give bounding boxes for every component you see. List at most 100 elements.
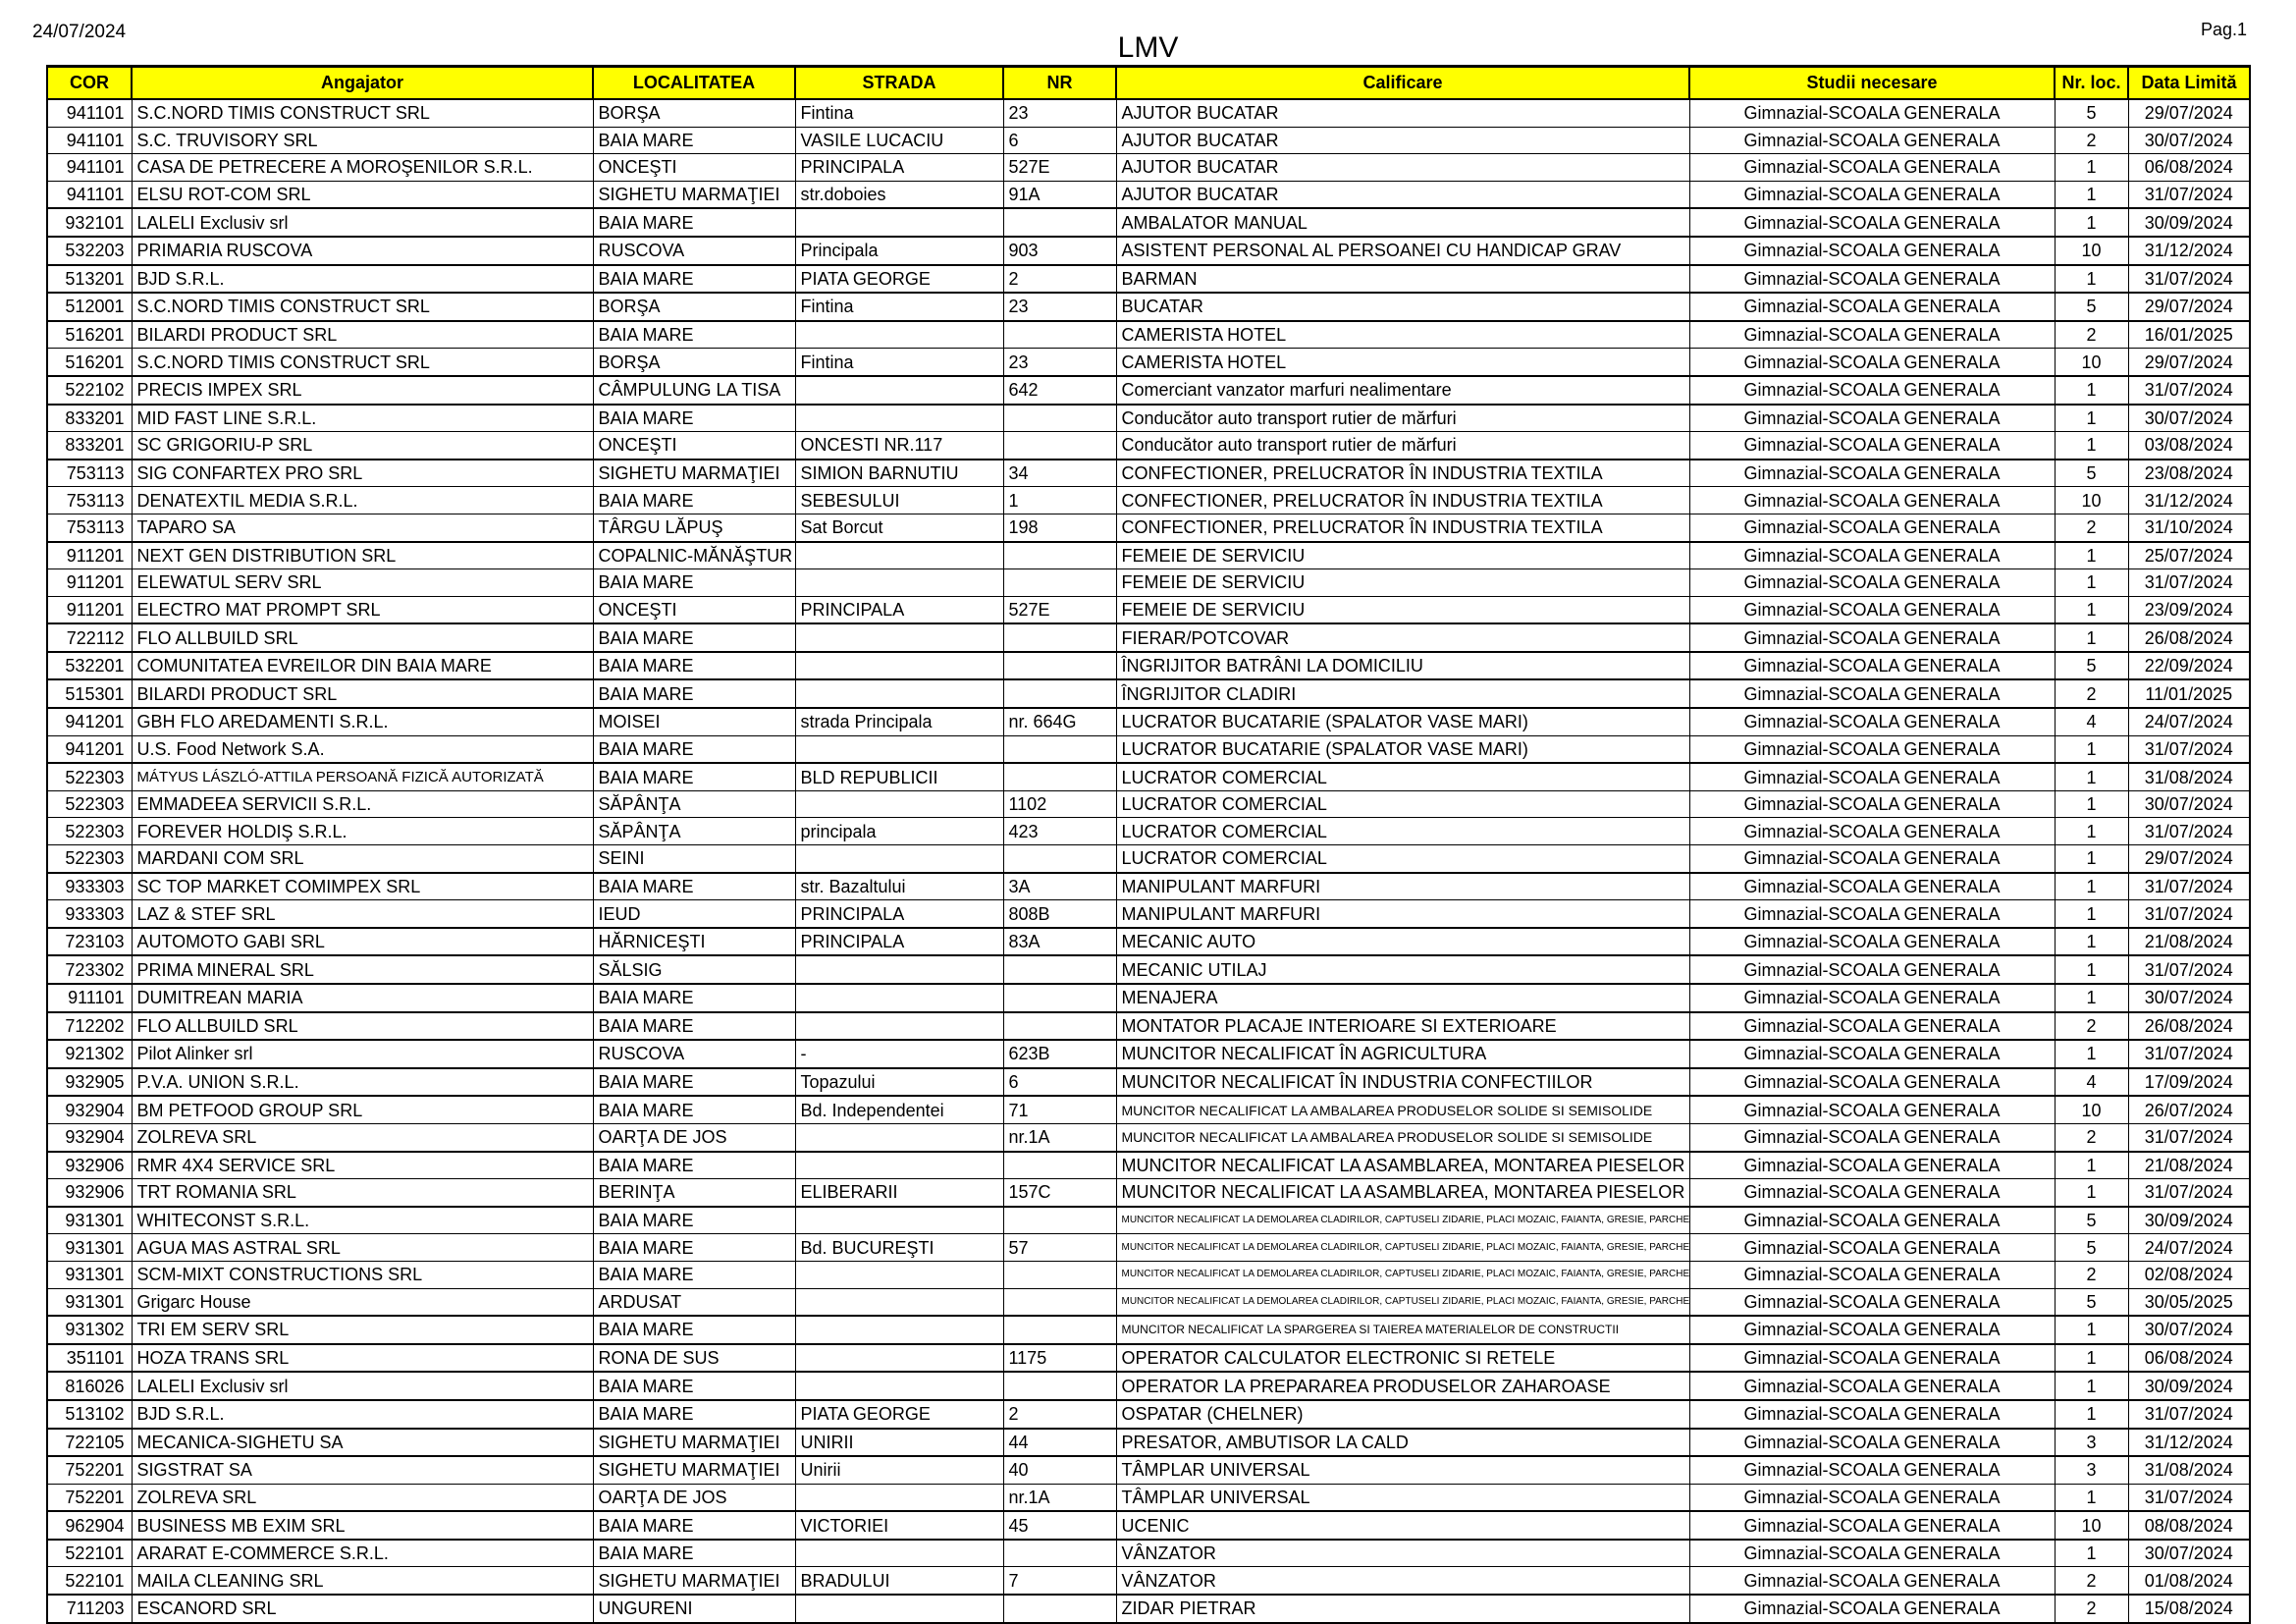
cell-calificare: MUNCITOR NECALIFICAT ÎN AGRICULTURA	[1115, 1040, 1690, 1069]
cell-studii_necesare: Gimnazial-SCOALA GENERALA	[1688, 1484, 2056, 1513]
cell-calificare: MANIPULANT MARFURI	[1115, 872, 1690, 901]
cell-data_limita: 31/07/2024	[2127, 1399, 2251, 1430]
table-row: 513201 BJD S.R.L. BAIA MARE PIATA GEORGE 2 BA…	[46, 264, 2251, 295]
cell-localitatea: BAIA MARE	[592, 568, 796, 597]
cell-nr	[1002, 679, 1117, 710]
cell-nr: 2	[1002, 264, 1117, 295]
cell-nr_loc: 5	[2054, 1206, 2129, 1235]
cell-angajator: CASA DE PETRECERE A MOROŞENILOR S.R.L.	[131, 153, 594, 182]
cell-strada: BLD REPUBLICII	[794, 763, 1004, 791]
table-row: 753113 TAPARO SA TÂRGU LĂPUŞ Sat Borcut 198 C…	[46, 514, 2251, 543]
cell-angajator: BJD S.R.L.	[131, 264, 594, 295]
cell-angajator: ZOLREVA SRL	[131, 1123, 594, 1153]
cell-nr: nr.1A	[1002, 1484, 1117, 1513]
cell-studii_necesare: Gimnazial-SCOALA GENERALA	[1688, 1566, 2056, 1597]
cell-angajator: Pilot Alinker srl	[131, 1040, 594, 1069]
cell-calificare: MUNCITOR NECALIFICAT LA DEMOLAREA CLADIR…	[1115, 1288, 1690, 1318]
cell-nr: nr.1A	[1002, 1123, 1117, 1153]
cell-calificare: AJUTOR BUCATAR	[1115, 153, 1690, 182]
cell-strada	[794, 1316, 1004, 1345]
cell-studii_necesare: Gimnazial-SCOALA GENERALA	[1688, 348, 2056, 377]
cell-data_limita: 31/12/2024	[2127, 1428, 2251, 1458]
cell-calificare: MUNCITOR NECALIFICAT LA ASAMBLAREA, MONT…	[1115, 1178, 1690, 1208]
table-row: 931301 Grigarc House ARDUSAT MUNCITOR NECAL…	[46, 1288, 2251, 1318]
cell-calificare: AJUTOR BUCATAR	[1115, 127, 1690, 155]
cell-cor: 941101	[46, 99, 133, 128]
cell-calificare: FEMEIE DE SERVICIU	[1115, 596, 1690, 625]
cell-strada: VICTORIEI	[794, 1511, 1004, 1541]
cell-nr	[1002, 1151, 1117, 1180]
cell-nr_loc: 2	[2054, 514, 2129, 543]
cell-localitatea: SEINI	[592, 844, 796, 874]
cell-cor: 933303	[46, 899, 133, 929]
cell-strada: Bd. Independentei	[794, 1096, 1004, 1124]
cell-studii_necesare: Gimnazial-SCOALA GENERALA	[1688, 1261, 2056, 1289]
cell-studii_necesare: Gimnazial-SCOALA GENERALA	[1688, 1206, 2056, 1235]
column-header-studii_necesare: Studii necesare	[1688, 65, 2056, 100]
cell-angajator: ARARAT E-COMMERCE S.R.L.	[131, 1539, 594, 1568]
cell-calificare: BARMAN	[1115, 264, 1690, 295]
cell-calificare: CONFECTIONER, PRELUCRATOR ÎN INDUSTRIA T…	[1115, 514, 1690, 543]
cell-strada	[794, 1288, 1004, 1318]
cell-data_limita: 30/09/2024	[2127, 208, 2251, 238]
cell-cor: 931301	[46, 1261, 133, 1289]
cell-nr: 423	[1002, 817, 1117, 846]
cell-nr_loc: 1	[2054, 208, 2129, 238]
cell-nr	[1002, 1316, 1117, 1345]
cell-cor: 522102	[46, 375, 133, 406]
table-row: 931301 SCM-MIXT CONSTRUCTIONS SRL BAIA MAR…	[46, 1261, 2251, 1289]
cell-angajator: ZOLREVA SRL	[131, 1484, 594, 1513]
cell-angajator: FOREVER HOLDIŞ S.R.L.	[131, 817, 594, 846]
table-row: 513102 BJD S.R.L. BAIA MARE PIATA GEORGE 2 OS…	[46, 1399, 2251, 1430]
cell-localitatea: OARŢA DE JOS	[592, 1484, 796, 1513]
cell-localitatea: BAIA MARE	[592, 208, 796, 238]
cell-angajator: SCM-MIXT CONSTRUCTIONS SRL	[131, 1261, 594, 1289]
cell-data_limita: 24/07/2024	[2127, 1233, 2251, 1262]
cell-localitatea: BAIA MARE	[592, 1233, 796, 1262]
cell-nr	[1002, 568, 1117, 597]
cell-cor: 816026	[46, 1372, 133, 1401]
cell-studii_necesare: Gimnazial-SCOALA GENERALA	[1688, 264, 2056, 295]
table-row: 522101 MAILA CLEANING SRL SIGHETU MARMAŢIE…	[46, 1566, 2251, 1597]
cell-cor: 921302	[46, 1040, 133, 1069]
cell-nr	[1002, 984, 1117, 1013]
cell-cor: 752201	[46, 1484, 133, 1513]
table-row: 722112 FLO ALLBUILD SRL BAIA MARE FIERAR/PO…	[46, 623, 2251, 653]
cell-studii_necesare: Gimnazial-SCOALA GENERALA	[1688, 763, 2056, 791]
cell-studii_necesare: Gimnazial-SCOALA GENERALA	[1688, 1096, 2056, 1124]
cell-cor: 532203	[46, 236, 133, 266]
cell-localitatea: BAIA MARE	[592, 872, 796, 901]
cell-studii_necesare: Gimnazial-SCOALA GENERALA	[1688, 1067, 2056, 1098]
cell-strada: -	[794, 1040, 1004, 1069]
cell-localitatea: SĂLSIG	[592, 955, 796, 985]
cell-localitatea: IEUD	[592, 899, 796, 929]
table-row: 833201 SC GRIGORIU-P SRL ONCEŞTI ONCESTI NR…	[46, 431, 2251, 460]
cell-cor: 933303	[46, 872, 133, 901]
cell-data_limita: 06/08/2024	[2127, 1343, 2251, 1374]
cell-studii_necesare: Gimnazial-SCOALA GENERALA	[1688, 1511, 2056, 1541]
table-row: 816026 LALELI Exclusiv srl BAIA MARE OPERAT…	[46, 1372, 2251, 1401]
cell-data_limita: 15/08/2024	[2127, 1595, 2251, 1624]
cell-nr_loc: 5	[2054, 293, 2129, 322]
cell-strada	[794, 1372, 1004, 1401]
cell-calificare: CAMERISTA HOTEL	[1115, 348, 1690, 377]
cell-calificare: AJUTOR BUCATAR	[1115, 181, 1690, 210]
cell-localitatea: BAIA MARE	[592, 1372, 796, 1401]
cell-data_limita: 30/07/2024	[2127, 404, 2251, 433]
cell-nr	[1002, 763, 1117, 791]
cell-localitatea: BORŞA	[592, 293, 796, 322]
table-row: 712202 FLO ALLBUILD SRL BAIA MARE MONTATOR …	[46, 1011, 2251, 1042]
cell-angajator: S.C.NORD TIMIS CONSTRUCT SRL	[131, 99, 594, 128]
cell-studii_necesare: Gimnazial-SCOALA GENERALA	[1688, 1123, 2056, 1153]
page-title: LMV	[1117, 31, 1179, 64]
cell-studii_necesare: Gimnazial-SCOALA GENERALA	[1688, 320, 2056, 350]
cell-strada	[794, 541, 1004, 570]
cell-angajator: WHITECONST S.R.L.	[131, 1206, 594, 1235]
cell-strada	[794, 404, 1004, 433]
cell-cor: 941101	[46, 127, 133, 155]
cell-cor: 512001	[46, 293, 133, 322]
cell-localitatea: SIGHETU MARMAŢIEI	[592, 1456, 796, 1485]
cell-nr_loc: 1	[2054, 1539, 2129, 1568]
cell-angajator: Grigarc House	[131, 1288, 594, 1318]
cell-nr_loc: 1	[2054, 763, 2129, 791]
